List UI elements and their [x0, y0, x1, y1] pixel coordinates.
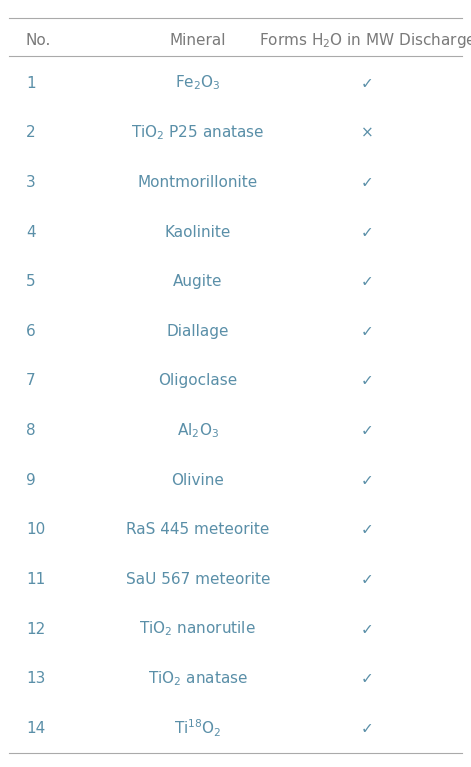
Text: Al$_2$O$_3$: Al$_2$O$_3$: [177, 421, 219, 440]
Text: Ti$^{18}$O$_2$: Ti$^{18}$O$_2$: [174, 718, 222, 739]
Text: ✓: ✓: [361, 572, 374, 587]
Text: TiO$_2$ P25 anatase: TiO$_2$ P25 anatase: [131, 123, 265, 142]
Text: Diallage: Diallage: [167, 324, 229, 339]
Text: Montmorillonite: Montmorillonite: [138, 175, 258, 190]
Text: ✓: ✓: [361, 76, 374, 91]
Text: 5: 5: [26, 274, 35, 289]
Text: ✓: ✓: [361, 721, 374, 736]
Text: 10: 10: [26, 522, 45, 538]
Text: ✓: ✓: [361, 225, 374, 239]
Text: ✓: ✓: [361, 522, 374, 538]
Text: Fe$_2$O$_3$: Fe$_2$O$_3$: [175, 74, 220, 93]
Text: 9: 9: [26, 472, 36, 488]
Text: 2: 2: [26, 125, 35, 140]
Text: 1: 1: [26, 76, 35, 91]
Text: ✓: ✓: [361, 472, 374, 488]
Text: Kaolinite: Kaolinite: [165, 225, 231, 239]
Text: SaU 567 meteorite: SaU 567 meteorite: [126, 572, 270, 587]
Text: 3: 3: [26, 175, 36, 190]
Text: 7: 7: [26, 374, 35, 388]
Text: ✓: ✓: [361, 621, 374, 637]
Text: Mineral: Mineral: [170, 33, 226, 48]
Text: TiO$_2$ nanorutile: TiO$_2$ nanorutile: [139, 620, 256, 638]
Text: 11: 11: [26, 572, 45, 587]
Text: ✓: ✓: [361, 423, 374, 438]
Text: Forms H$_2$O in MW Discharge: Forms H$_2$O in MW Discharge: [259, 31, 471, 50]
Text: 14: 14: [26, 721, 45, 736]
Text: ✓: ✓: [361, 671, 374, 686]
Text: 13: 13: [26, 671, 45, 686]
Text: ✓: ✓: [361, 324, 374, 339]
Text: RaS 445 meteorite: RaS 445 meteorite: [126, 522, 269, 538]
Text: TiO$_2$ anatase: TiO$_2$ anatase: [148, 670, 248, 688]
Text: 8: 8: [26, 423, 35, 438]
Text: 4: 4: [26, 225, 35, 239]
Text: Olivine: Olivine: [171, 472, 224, 488]
Text: 6: 6: [26, 324, 36, 339]
Text: ✓: ✓: [361, 175, 374, 190]
Text: Augite: Augite: [173, 274, 223, 289]
Text: Oligoclase: Oligoclase: [158, 374, 237, 388]
Text: ×: ×: [361, 125, 374, 140]
Text: 12: 12: [26, 621, 45, 637]
Text: No.: No.: [26, 33, 51, 48]
Text: ✓: ✓: [361, 274, 374, 289]
Text: ✓: ✓: [361, 374, 374, 388]
